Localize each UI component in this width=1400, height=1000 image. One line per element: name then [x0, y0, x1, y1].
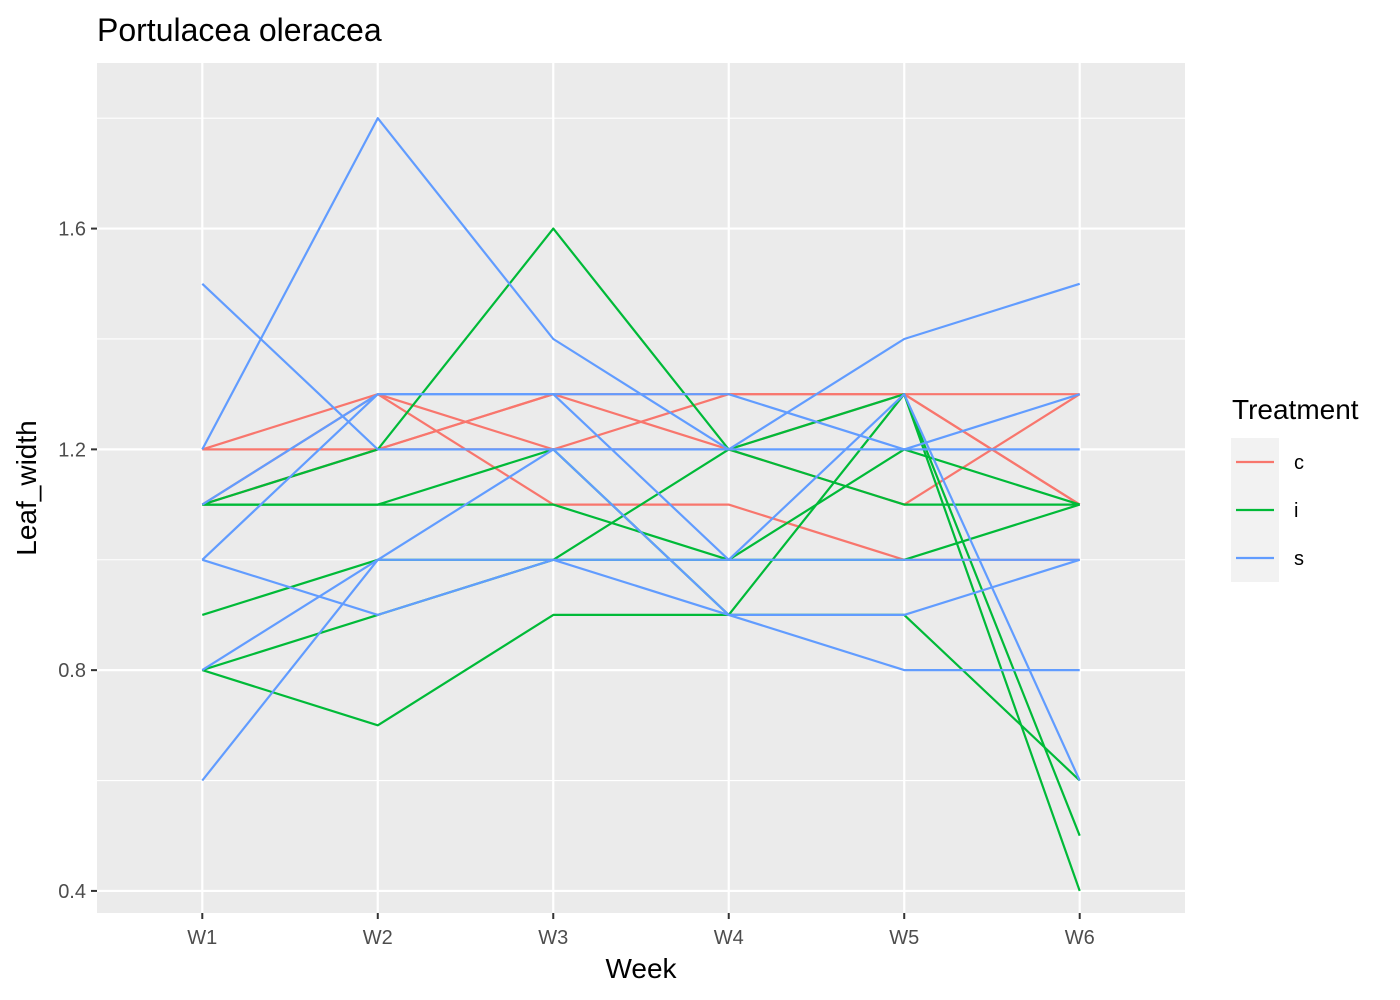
y-tick-label-3: 1.6: [58, 219, 86, 241]
x-tick-label-5: W6: [1065, 927, 1095, 949]
y-tick-label-1: 0.8: [58, 660, 86, 682]
x-tick-label-4: W5: [889, 927, 919, 949]
y-axis-title: Leaf_width: [11, 420, 42, 555]
y-tick-label-0: 0.4: [58, 881, 86, 903]
x-axis-title: Week: [605, 953, 677, 984]
legend-label-s: s: [1294, 548, 1304, 570]
series-line-s-14: [201, 393, 1081, 781]
legend-title: Treatment: [1232, 394, 1359, 425]
legend-label-i: i: [1294, 500, 1298, 522]
x-tick-label-1: W2: [363, 927, 393, 949]
series-line-s-13: [201, 393, 1081, 506]
series-lines: [201, 117, 1081, 892]
plot-panel: [97, 63, 1185, 913]
y-tick-label-2: 1.2: [58, 439, 86, 461]
series-line-s-16: [201, 558, 1081, 672]
series-line-i-8: [201, 393, 1081, 837]
series-line-i-10: [201, 613, 1081, 782]
series-line-s-17: [201, 448, 1080, 782]
x-tick-label-2: W3: [538, 927, 568, 949]
axis-ticks: 0.4 0.8 1.2 1.6 W1 W2 W3 W4 W5 W6: [58, 219, 1095, 949]
grid-lines: [97, 63, 1185, 913]
chart-title: Portulacea oleracea: [97, 12, 382, 48]
legend-label-c: c: [1294, 452, 1304, 474]
series-line-s-15: [201, 558, 1080, 617]
series-line-i-5: [201, 227, 1080, 506]
x-tick-label-0: W1: [187, 927, 217, 949]
legend: Treatment c i s: [1231, 394, 1359, 582]
x-tick-label-3: W4: [714, 927, 744, 949]
